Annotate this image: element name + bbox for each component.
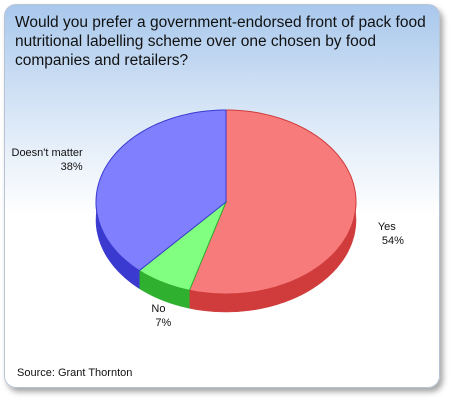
slice-value-label: 38% [61, 161, 83, 173]
slice-label: Doesn't matter [12, 147, 84, 159]
chart-card: Would you prefer a government-endorsed f… [4, 4, 440, 388]
slice [95, 109, 227, 272]
chart-title: Would you prefer a government-endorsed f… [15, 14, 426, 69]
slice [188, 109, 357, 295]
source-note: Source: Grant Thornton [17, 367, 133, 379]
slice-label: Yes [378, 221, 396, 233]
slice [138, 200, 228, 291]
slice-label: No [151, 303, 165, 315]
slice-value-label: 7% [155, 317, 171, 329]
slice-value-label: 54% [382, 235, 404, 247]
